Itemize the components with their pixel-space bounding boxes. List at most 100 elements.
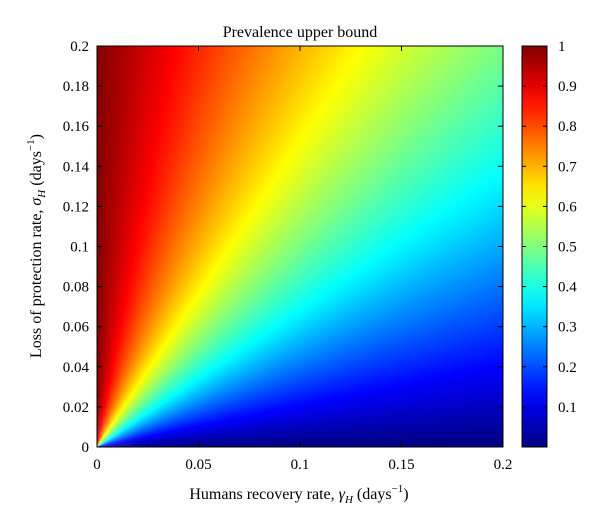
heatmap-cell [97, 339, 503, 447]
heatmap-cell [97, 46, 503, 447]
heatmap-cell [97, 344, 503, 447]
heatmap-cell [97, 295, 503, 447]
heatmap-cell [97, 124, 503, 447]
y-tick-label: 0.04 [63, 360, 90, 376]
heatmap-cell [97, 91, 503, 447]
y-tick-label: 0.1 [70, 240, 89, 256]
x-axis-label-superscript: −1 [392, 483, 404, 495]
heatmap-cell [97, 377, 503, 447]
x-axis: 0 0.05 0.1 0.15 0.2 [93, 46, 512, 473]
colorbar-tick-label: 0.2 [558, 360, 577, 376]
heatmap-cell [97, 318, 503, 447]
x-axis-label-unit-close: ) [403, 486, 408, 503]
colorbar: 0.1 0.2 0.3 0.4 0.5 0.6 0.7 0.8 0.9 1 [521, 39, 577, 448]
y-tick-label: 0 [82, 440, 90, 456]
colorbar-tick-label: 0.4 [558, 280, 577, 296]
heatmap-cell [97, 76, 503, 447]
heatmap-cell [97, 393, 503, 447]
heatmap-field [97, 46, 503, 447]
heatmap-cell [97, 162, 503, 447]
heatmap-cell [97, 258, 503, 447]
y-axis-label: Loss of protection rate, σH (days−1) [25, 134, 48, 358]
heatmap-cell [97, 397, 503, 447]
heatmap-cell [97, 190, 503, 447]
colorbar-tick-label: 0.3 [558, 320, 577, 336]
heatmap-cell [97, 277, 503, 447]
y-axis: 0 0.02 0.04 0.06 0.08 0.1 0.12 0.14 0.16 0.18 0.2 [63, 39, 503, 456]
colorbar-tick-label: 0.8 [558, 119, 577, 135]
heatmap-cell [97, 309, 503, 447]
x-axis-label-symbol: γ [339, 486, 346, 503]
heatmap-cell [97, 223, 503, 447]
heatmap-cell [97, 425, 503, 447]
colorbar-tick-label: 0.7 [558, 159, 577, 175]
heatmap-cell [97, 291, 503, 447]
colorbar-tick-label: 0.9 [558, 79, 577, 95]
heatmap-cell [97, 335, 503, 447]
x-axis-label-unit: (days [353, 486, 392, 503]
heatmap-cell [97, 313, 503, 447]
y-tick-label: 0.14 [63, 159, 90, 175]
y-axis-label-symbol: σ [28, 197, 45, 206]
x-tick-label: 0.2 [494, 457, 513, 473]
y-axis-label-superscript: −1 [25, 139, 37, 151]
heatmap-cell [97, 282, 503, 447]
heatmap-cell [97, 118, 503, 447]
colorbar-tick-label: 1 [558, 39, 566, 55]
heatmap-cell [97, 143, 503, 447]
heatmap-cell [97, 348, 503, 447]
heatmap-cell [97, 179, 503, 447]
heatmap-cell [97, 322, 503, 447]
heatmap-cell [97, 389, 503, 447]
plot-area [96, 45, 504, 448]
heatmap-cell [97, 61, 503, 447]
heatmap-cell [97, 409, 503, 447]
heatmap-cell [97, 238, 503, 447]
heatmap-cell [97, 233, 503, 447]
y-tick-label: 0.02 [63, 400, 89, 416]
heatmap-cell [97, 69, 503, 447]
heatmap-cell [97, 331, 503, 447]
x-tick-label: 0.1 [291, 457, 310, 473]
heatmap-cell [97, 352, 503, 447]
heatmap-cell [97, 137, 503, 447]
heatmap-cell [97, 243, 503, 447]
heatmap-cell [97, 381, 503, 447]
y-tick-label: 0.18 [63, 79, 89, 95]
y-axis-label-unit: (days [28, 151, 45, 190]
heatmap-cell [97, 46, 107, 447]
y-axis-label-main: Loss of protection rate, [28, 206, 45, 358]
y-tick-label: 0.12 [63, 199, 89, 215]
heatmap-cell [97, 405, 503, 447]
heatmap-cell [97, 263, 503, 447]
colorbar-tick-label: 0.6 [558, 199, 577, 215]
colorbar-tick-label: 0.1 [558, 400, 577, 416]
x-tick-label: 0 [93, 457, 101, 473]
colorbar-tick-label: 0.5 [558, 240, 577, 256]
heatmap-cell [97, 54, 503, 447]
heatmap-cell [97, 150, 503, 447]
chart-title: Prevalence upper bound [223, 24, 378, 41]
heatmap-cell [97, 369, 503, 447]
heatmap-cell [97, 286, 503, 447]
heatmap-cell [97, 253, 503, 447]
heatmap-cell [97, 401, 503, 447]
x-tick-label: 0.05 [185, 457, 211, 473]
x-axis-label: Humans recovery rate, γH (days−1) [189, 483, 408, 506]
heatmap-cell [97, 156, 503, 447]
heatmap-cell [97, 218, 503, 447]
heatmap-cell [97, 196, 503, 447]
x-tick-label: 0.15 [388, 457, 414, 473]
y-tick-label: 0.2 [70, 39, 89, 55]
x-axis-label-main: Humans recovery rate, [189, 486, 338, 503]
y-tick-label: 0.16 [63, 119, 90, 135]
heatmap-cell [97, 272, 503, 447]
y-tick-label: 0.06 [63, 320, 90, 336]
heatmap-cell [97, 228, 503, 447]
colorbar-gradient [521, 45, 548, 448]
y-tick-label: 0.08 [63, 280, 89, 296]
y-axis-label-subscript: H [36, 189, 48, 199]
y-axis-label-unit-close: ) [28, 134, 45, 139]
heatmap-cell [97, 98, 503, 447]
